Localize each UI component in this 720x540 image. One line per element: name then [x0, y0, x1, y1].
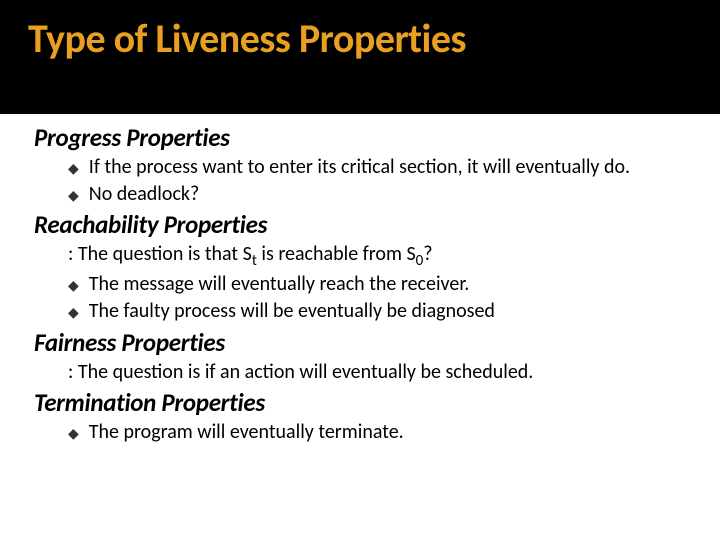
- reachability-list: ◆ The message will eventually reach the …: [34, 272, 686, 324]
- bullet-icon: ◆: [68, 277, 79, 295]
- termination-list: ◆ The program will eventually terminate.: [34, 420, 686, 446]
- reachability-lead: : The question is that St is reachable f…: [34, 242, 686, 271]
- list-item-text: The program will eventually terminate.: [89, 420, 686, 446]
- list-item-text: The message will eventually reach the re…: [89, 272, 686, 298]
- list-item: ◆ If the process want to enter its criti…: [68, 155, 686, 181]
- list-item-text: If the process want to enter its critica…: [89, 155, 686, 181]
- lead-mid: is reachable from S: [257, 242, 416, 266]
- heading-progress: Progress Properties: [34, 122, 686, 153]
- bullet-icon: ◆: [68, 187, 79, 205]
- lead-suffix: ?: [423, 242, 432, 266]
- list-item: ◆ The program will eventually terminate.: [68, 420, 686, 446]
- heading-termination: Termination Properties: [34, 387, 686, 418]
- progress-list: ◆ If the process want to enter its criti…: [34, 155, 686, 207]
- heading-reachability: Reachability Properties: [34, 209, 686, 240]
- list-item-text: The faulty process will be eventually be…: [89, 299, 686, 325]
- title-bar: Type of Liveness Properties: [0, 0, 720, 114]
- fairness-lead: : The question is if an action will even…: [34, 360, 686, 386]
- slide-content: Progress Properties ◆ If the process wan…: [0, 114, 720, 446]
- list-item: ◆ No deadlock?: [68, 182, 686, 208]
- list-item: ◆ The message will eventually reach the …: [68, 272, 686, 298]
- list-item-text: No deadlock?: [89, 182, 686, 208]
- bullet-icon: ◆: [68, 304, 79, 322]
- bullet-icon: ◆: [68, 425, 79, 443]
- list-item: ◆ The faulty process will be eventually …: [68, 299, 686, 325]
- bullet-icon: ◆: [68, 160, 79, 178]
- lead-prefix: : The question is that S: [68, 242, 252, 266]
- slide-title: Type of Liveness Properties: [28, 14, 692, 63]
- heading-fairness: Fairness Properties: [34, 327, 686, 358]
